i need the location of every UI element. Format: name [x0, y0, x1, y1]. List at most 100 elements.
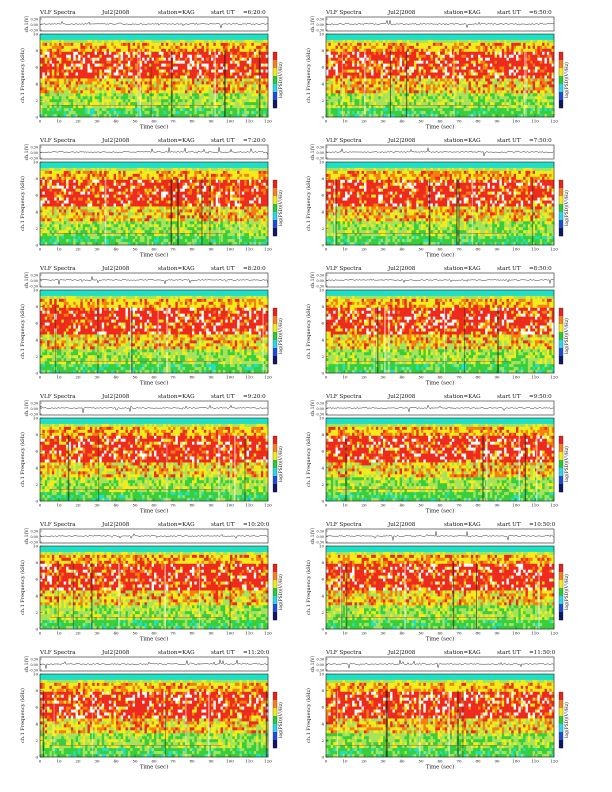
spec-cell: [471, 34, 474, 37]
spec-cell: [92, 70, 95, 73]
spec-cell: [161, 78, 164, 81]
spec-cell: [116, 52, 119, 55]
spec-cell: [164, 49, 167, 52]
spec-cell: [533, 43, 536, 46]
spec-cell: [328, 55, 331, 58]
start-ut-prefix: start UT: [497, 10, 521, 16]
spec-cell: [263, 93, 266, 96]
spec-cell: [69, 111, 72, 114]
spec-cell: [61, 37, 64, 40]
spec-cell: [197, 87, 200, 90]
spec-cell: [133, 43, 136, 46]
spec-cell: [123, 34, 126, 37]
spectrogram: [40, 34, 268, 117]
spec-cell: [431, 46, 434, 49]
spec-cell: [340, 34, 343, 37]
spec-cell: [209, 67, 212, 70]
spec-cell: [244, 52, 247, 55]
spec-cell: [202, 81, 205, 84]
spec-cell: [64, 61, 67, 64]
spec-cell: [83, 102, 86, 105]
spec-cell: [164, 46, 167, 49]
spec-cell: [338, 37, 341, 40]
spec-cell: [99, 84, 102, 87]
spec-cell: [133, 102, 136, 105]
spec-cell: [185, 37, 188, 40]
spec-cell: [88, 108, 91, 111]
spec-cell: [480, 46, 483, 49]
spec-cell: [197, 90, 200, 93]
spec-cell: [109, 46, 112, 49]
spec-cell: [237, 34, 240, 37]
spec-cell: [230, 87, 233, 90]
spec-cell: [426, 46, 429, 49]
spec-cell: [152, 70, 155, 73]
spec-cell: [64, 99, 67, 102]
spec-cell: [99, 93, 102, 96]
spec-cell: [242, 76, 245, 79]
spec-cell: [88, 64, 91, 67]
trace-ylabel: ch.1(V): [23, 15, 30, 32]
spec-cell: [147, 102, 150, 105]
spec-cell: [66, 40, 69, 43]
spec-cell: [492, 43, 495, 46]
spec-cell: [123, 37, 126, 40]
spec-cell: [385, 46, 388, 49]
spec-cell: [204, 64, 207, 67]
spec-cell: [190, 73, 193, 76]
spec-cell: [99, 90, 102, 93]
spec-cell: [80, 76, 83, 79]
spec-cell: [59, 81, 62, 84]
spec-cell: [45, 64, 48, 67]
spec-cell: [535, 43, 538, 46]
spec-cell: [116, 49, 119, 52]
spec-cell: [244, 70, 247, 73]
spec-cell: [45, 90, 48, 93]
spec-cell: [54, 108, 57, 111]
spec-cell: [183, 81, 186, 84]
spec-cell: [149, 90, 152, 93]
spec-cell: [393, 40, 396, 43]
spec-cell: [221, 99, 224, 102]
spec-cell: [331, 37, 334, 40]
spec-cell: [511, 58, 514, 61]
spec-cell: [378, 58, 381, 61]
spec-cell: [95, 64, 98, 67]
spec-cell: [175, 90, 178, 93]
spec-cell: [154, 58, 157, 61]
spec-cell: [190, 78, 193, 81]
spec-cell: [90, 111, 93, 114]
spec-cell: [45, 73, 48, 76]
spec-cell: [121, 61, 124, 64]
spec-cell: [168, 40, 171, 43]
spec-cell: [107, 58, 110, 61]
spec-cell: [180, 78, 183, 81]
spec-cell: [123, 52, 126, 55]
spec-cell: [149, 70, 152, 73]
spec-cell: [121, 52, 124, 55]
spec-cell: [142, 93, 145, 96]
spec-cell: [183, 108, 186, 111]
spec-cell: [116, 43, 119, 46]
spec-cell: [161, 81, 164, 84]
spec-cell: [199, 64, 202, 67]
spec-cell: [199, 93, 202, 96]
spec-cell: [371, 37, 374, 40]
spec-cell: [47, 84, 50, 87]
spec-cell: [402, 43, 405, 46]
spec-cell: [490, 40, 493, 43]
spec-cell: [45, 76, 48, 79]
spec-cell: [209, 49, 212, 52]
spec-cell: [178, 73, 181, 76]
spec-cell: [409, 58, 412, 61]
spec-cell: [187, 61, 190, 64]
spec-cell: [400, 58, 403, 61]
spec-cell: [180, 81, 183, 84]
spec-cell: [237, 78, 240, 81]
spec-cell: [147, 43, 150, 46]
spec-cell: [204, 34, 207, 37]
spec-cell: [99, 78, 102, 81]
spec-cell: [261, 55, 264, 58]
spec-cell: [535, 37, 538, 40]
spec-cell: [123, 61, 126, 64]
